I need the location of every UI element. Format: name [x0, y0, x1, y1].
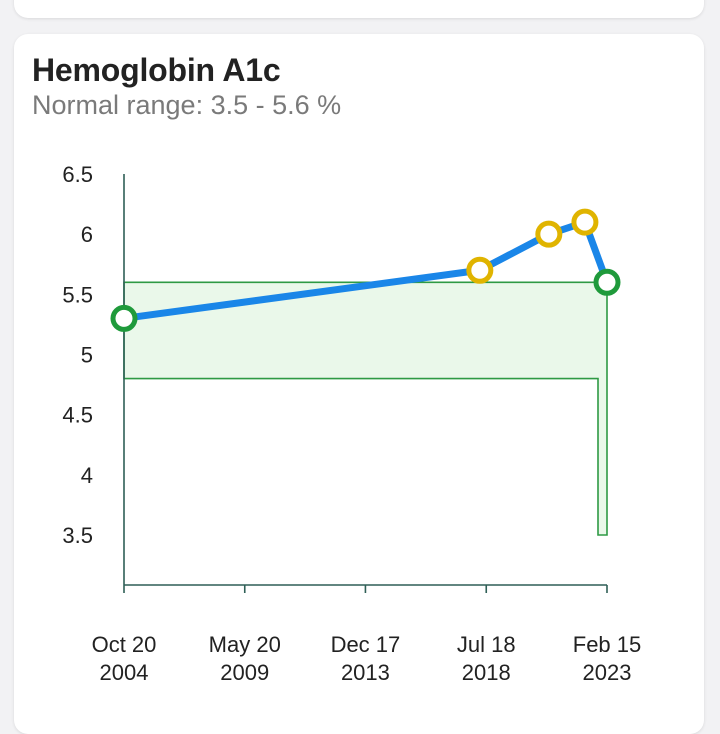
- previous-card: [14, 0, 704, 18]
- x-tick-label: 2018: [462, 660, 511, 685]
- x-tick-label: 2004: [100, 660, 149, 685]
- chart-title: Hemoglobin A1c: [32, 52, 281, 88]
- x-tick-label: Oct 20: [92, 632, 157, 657]
- y-tick-label: 6: [81, 222, 93, 247]
- high-result-marker: [535, 220, 563, 248]
- lab-result-card: [14, 34, 704, 734]
- high-result-marker: [466, 256, 494, 284]
- normal-range-band: [123, 281, 608, 536]
- y-tick-label: 5: [81, 343, 93, 368]
- y-tick-label: 5.5: [62, 282, 93, 307]
- x-tick-label: 2013: [341, 660, 390, 685]
- y-tick-label: 3.5: [62, 523, 93, 548]
- x-tick-label: 2009: [220, 660, 269, 685]
- y-tick-label: 4: [81, 463, 93, 488]
- hba1c-line-chart: 6.5 6 5.5 5 4.5 4 3.5 Oct 20 2004 May 20 2009 Dec 1…: [62, 162, 642, 685]
- x-tick-label: Feb 15: [573, 632, 642, 657]
- high-result-marker: [571, 208, 599, 236]
- y-tick-label: 6.5: [62, 162, 93, 187]
- x-tick-label: Dec 17: [331, 632, 401, 657]
- x-tick-label: Jul 18: [457, 632, 516, 657]
- chart-subtitle: Normal range: 3.5 - 5.6 %: [32, 90, 342, 120]
- y-tick-label: 4.5: [62, 403, 93, 428]
- x-tick-label: May 20: [209, 632, 281, 657]
- x-tick-label: 2023: [583, 660, 632, 685]
- normal-result-marker: [110, 304, 138, 332]
- normal-result-marker: [593, 268, 621, 296]
